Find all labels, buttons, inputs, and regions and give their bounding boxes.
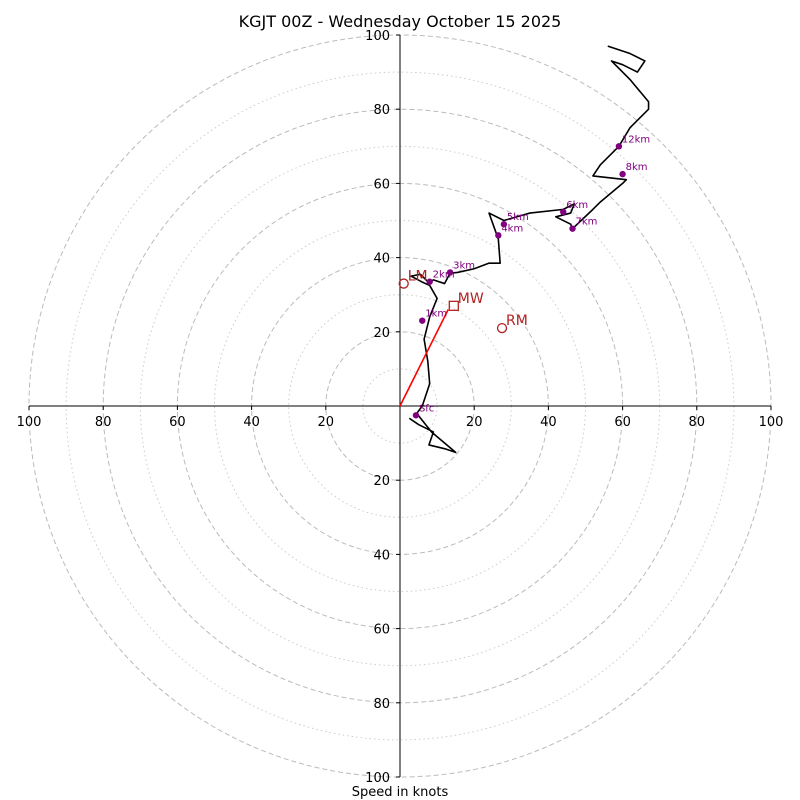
height-label: 1km <box>425 309 447 320</box>
height-label: 6km <box>566 200 588 211</box>
mean-wind-vector <box>399 309 449 407</box>
height-dot <box>560 208 567 216</box>
hodograph-trace <box>408 45 650 454</box>
y-tick-label: 100 <box>365 29 390 44</box>
height-dot <box>619 170 626 178</box>
x-tick-label: 20 <box>318 415 335 430</box>
x-tick-label: 80 <box>689 415 706 430</box>
storm-label-lm: LM <box>408 269 428 285</box>
y-tick-label: 60 <box>373 623 390 638</box>
height-dot <box>500 221 508 228</box>
height-label: Sfc <box>419 403 434 414</box>
height-dot <box>495 232 502 239</box>
y-tick-label: 20 <box>373 474 390 489</box>
y-tick-label: 40 <box>373 548 390 563</box>
height-label: 7km <box>576 217 598 228</box>
height-label: 2km <box>433 270 455 281</box>
x-tick-label: 40 <box>243 415 260 430</box>
height-label: 8km <box>626 162 648 173</box>
height-dot <box>426 278 433 285</box>
y-tick-label: 60 <box>373 177 390 192</box>
x-tick-label: 100 <box>17 415 42 430</box>
x-tick-label: 40 <box>540 415 557 430</box>
height-label: 12km <box>622 134 650 145</box>
y-tick-label: 40 <box>373 252 390 267</box>
height-dot <box>615 143 623 150</box>
height-label: 4km <box>501 223 523 234</box>
x-tick-label: 60 <box>169 415 186 430</box>
height-label: 3km <box>453 260 475 271</box>
storm-motion-markers: LM MW RM <box>398 269 528 334</box>
x-tick-label: 20 <box>466 415 483 430</box>
y-tick-label: 80 <box>373 697 390 712</box>
height-dot <box>419 317 426 324</box>
y-tick-label: 20 <box>373 326 390 341</box>
storm-marker-lm <box>398 278 409 289</box>
x-axis-label: Speed in knots <box>352 785 449 800</box>
height-label: 5km <box>507 212 529 223</box>
storm-label-mw: MW <box>458 291 484 307</box>
y-tick-labels: 100 80 60 40 20 20 40 60 80 100 <box>365 29 400 786</box>
wind-trace-line <box>408 45 650 454</box>
mean-wind-line <box>399 309 449 407</box>
chart-title: KGJT 00Z - Wednesday October 15 2025 <box>239 12 562 31</box>
y-tick-label: 80 <box>373 103 390 118</box>
height-dot <box>446 269 454 276</box>
x-tick-label: 80 <box>95 415 112 430</box>
storm-label-rm: RM <box>506 313 528 329</box>
height-dot <box>412 412 420 419</box>
y-tick-label: 100 <box>365 771 390 786</box>
height-dot <box>569 225 576 232</box>
storm-marker-mw <box>448 300 459 311</box>
storm-marker-rm <box>496 322 508 334</box>
x-tick-labels: 100 80 60 40 20 20 40 60 80 100 <box>17 406 784 430</box>
x-tick-label: 60 <box>614 415 631 430</box>
x-tick-label: 100 <box>759 415 784 430</box>
